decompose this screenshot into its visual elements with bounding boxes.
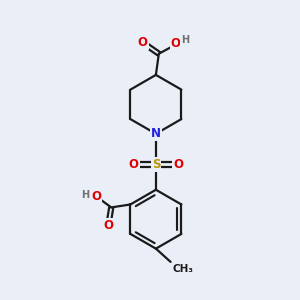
Text: S: S xyxy=(152,158,160,171)
Text: O: O xyxy=(91,190,101,203)
Text: H: H xyxy=(181,34,189,45)
Text: O: O xyxy=(129,158,139,171)
Text: O: O xyxy=(138,36,148,49)
Text: H: H xyxy=(82,190,90,200)
Text: O: O xyxy=(173,158,183,171)
Text: O: O xyxy=(171,37,181,50)
Text: O: O xyxy=(103,219,113,232)
Text: CH₃: CH₃ xyxy=(172,264,193,274)
Text: N: N xyxy=(151,127,161,140)
